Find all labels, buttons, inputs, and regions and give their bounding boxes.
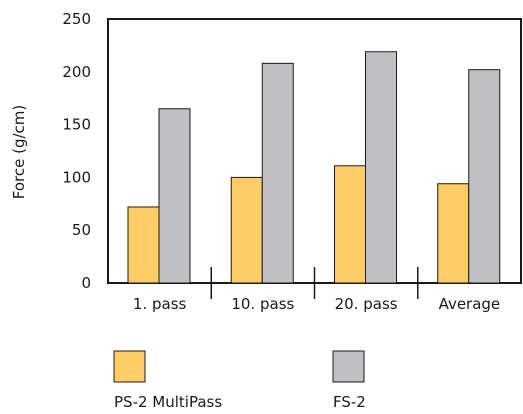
x-category-label: Average xyxy=(439,295,501,313)
legend: PS-2 MultiPass FS-2 xyxy=(113,350,366,411)
bar-ps2-multipass-2 xyxy=(334,165,366,284)
y-axis-title: Force (g/cm) xyxy=(10,105,28,200)
legend-swatch xyxy=(332,350,365,383)
bar-fs2-0 xyxy=(158,108,191,284)
y-tick-label: 100 xyxy=(62,168,91,186)
bar-ps2-multipass-3 xyxy=(437,183,470,284)
y-tick-label: 50 xyxy=(72,221,91,239)
y-tick-label: 0 xyxy=(81,274,91,292)
x-category-label: 20. pass xyxy=(335,295,398,313)
y-tick-label: 250 xyxy=(62,10,91,28)
x-category-label: 10. pass xyxy=(231,295,294,313)
legend-label: FS-2 xyxy=(333,393,366,411)
x-axis-separators xyxy=(210,267,419,299)
bar-ps2-multipass-0 xyxy=(127,206,160,284)
y-tick-label: 200 xyxy=(62,63,91,81)
bar-fs2-1 xyxy=(261,62,294,284)
legend-swatch xyxy=(113,350,146,383)
x-category-label: 1. pass xyxy=(133,295,187,313)
bar-fs2-2 xyxy=(365,51,397,284)
x-axis-labels: 1. pass 10. pass 20. pass Average xyxy=(133,295,500,313)
bar-ps2-multipass-1 xyxy=(230,176,263,284)
y-tick-label: 150 xyxy=(62,116,91,134)
bars xyxy=(127,51,501,284)
legend-label: PS-2 MultiPass xyxy=(114,393,222,411)
y-axis-ticks: 0 50 100 150 200 250 xyxy=(62,10,91,292)
bar-fs2-3 xyxy=(468,69,501,284)
